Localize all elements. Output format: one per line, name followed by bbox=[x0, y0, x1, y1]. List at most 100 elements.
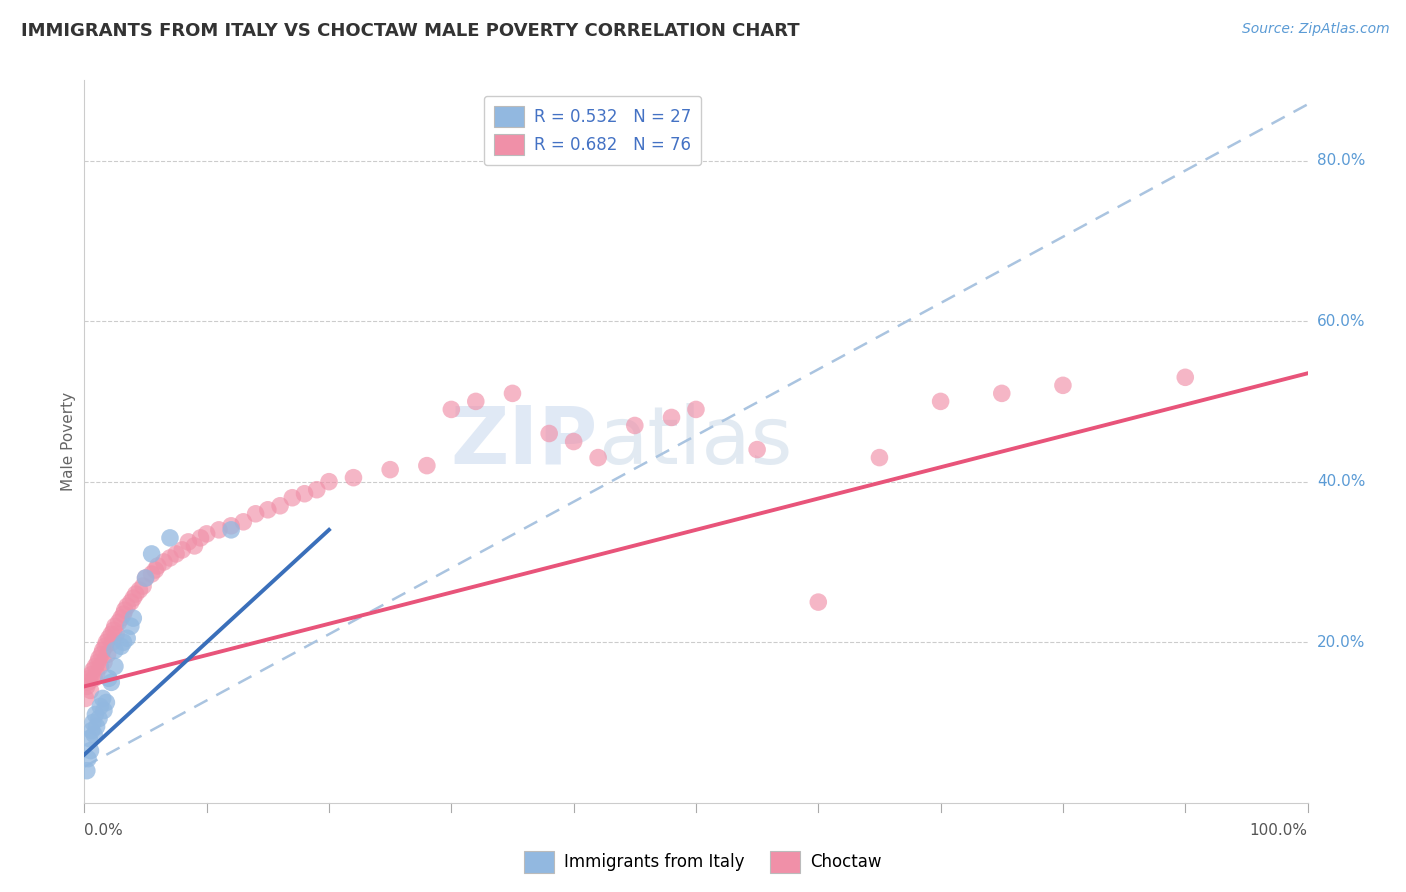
Point bbox=[80, 723, 103, 738]
Point bbox=[77, 671, 100, 685]
Point bbox=[122, 611, 145, 625]
Point bbox=[342, 470, 364, 484]
Point bbox=[104, 659, 127, 673]
Point bbox=[77, 731, 100, 746]
Point bbox=[94, 639, 117, 653]
Point bbox=[141, 547, 163, 561]
Point bbox=[96, 696, 118, 710]
Point bbox=[991, 386, 1014, 401]
Point bbox=[208, 523, 231, 537]
Point bbox=[807, 595, 830, 609]
Point bbox=[89, 659, 111, 673]
Point bbox=[219, 518, 242, 533]
Text: 60.0%: 60.0% bbox=[1317, 314, 1365, 328]
Point bbox=[141, 567, 163, 582]
Point bbox=[91, 691, 114, 706]
Point bbox=[107, 615, 129, 630]
Point bbox=[86, 667, 108, 681]
Point bbox=[747, 442, 769, 457]
Point bbox=[464, 394, 486, 409]
Point bbox=[90, 648, 112, 662]
Point bbox=[120, 619, 142, 633]
Point bbox=[869, 450, 891, 465]
Point bbox=[87, 651, 110, 665]
Point bbox=[115, 632, 138, 646]
Text: ZIP: ZIP bbox=[451, 402, 598, 481]
Text: Source: ZipAtlas.com: Source: ZipAtlas.com bbox=[1241, 22, 1389, 37]
Point bbox=[146, 558, 169, 574]
Point bbox=[245, 507, 267, 521]
Point bbox=[143, 563, 166, 577]
Point bbox=[76, 680, 98, 694]
Point bbox=[83, 728, 105, 742]
Point bbox=[75, 691, 97, 706]
Point bbox=[281, 491, 304, 505]
Point bbox=[79, 683, 101, 698]
Point bbox=[100, 627, 122, 641]
Point bbox=[82, 664, 104, 678]
Point bbox=[77, 751, 100, 765]
Point bbox=[128, 583, 150, 598]
Point bbox=[132, 579, 155, 593]
Point bbox=[416, 458, 439, 473]
Point bbox=[380, 462, 402, 476]
Text: 20.0%: 20.0% bbox=[1317, 635, 1365, 649]
Point bbox=[82, 715, 104, 730]
Point bbox=[165, 547, 187, 561]
Point bbox=[929, 394, 952, 409]
Point bbox=[135, 571, 157, 585]
Point bbox=[110, 639, 132, 653]
Text: 100.0%: 100.0% bbox=[1250, 823, 1308, 838]
Point bbox=[77, 675, 100, 690]
Point bbox=[135, 571, 157, 585]
Point bbox=[97, 632, 120, 646]
Point bbox=[624, 418, 647, 433]
Point bbox=[685, 402, 707, 417]
Point bbox=[93, 703, 115, 717]
Point bbox=[269, 499, 291, 513]
Point bbox=[232, 515, 254, 529]
Point bbox=[195, 526, 218, 541]
Point bbox=[502, 386, 524, 401]
Point bbox=[97, 648, 120, 662]
Point bbox=[76, 764, 98, 778]
Point bbox=[1174, 370, 1197, 384]
Point bbox=[1052, 378, 1074, 392]
Point bbox=[159, 550, 181, 566]
Text: 80.0%: 80.0% bbox=[1317, 153, 1365, 168]
Point bbox=[172, 542, 194, 557]
Point bbox=[93, 655, 115, 669]
Point bbox=[89, 699, 111, 714]
Point bbox=[538, 426, 561, 441]
Point bbox=[159, 531, 181, 545]
Point bbox=[100, 675, 122, 690]
Point bbox=[80, 667, 103, 681]
Point bbox=[114, 603, 136, 617]
Point bbox=[103, 623, 125, 637]
Point bbox=[84, 659, 107, 673]
Point bbox=[305, 483, 328, 497]
Point bbox=[96, 635, 118, 649]
Text: IMMIGRANTS FROM ITALY VS CHOCTAW MALE POVERTY CORRELATION CHART: IMMIGRANTS FROM ITALY VS CHOCTAW MALE PO… bbox=[21, 22, 800, 40]
Point bbox=[105, 627, 128, 641]
Text: 0.0%: 0.0% bbox=[84, 823, 124, 838]
Point bbox=[112, 635, 135, 649]
Point bbox=[153, 555, 176, 569]
Point bbox=[586, 450, 609, 465]
Point bbox=[257, 502, 280, 516]
Point bbox=[120, 595, 142, 609]
Point bbox=[219, 523, 242, 537]
Point bbox=[79, 744, 101, 758]
Legend: R = 0.532   N = 27, R = 0.682   N = 76: R = 0.532 N = 27, R = 0.682 N = 76 bbox=[484, 95, 702, 165]
Point bbox=[190, 531, 212, 545]
Point bbox=[318, 475, 340, 489]
Point bbox=[562, 434, 585, 449]
Point bbox=[84, 707, 107, 722]
Point bbox=[87, 655, 110, 669]
Point bbox=[661, 410, 683, 425]
Point bbox=[104, 643, 127, 657]
Point bbox=[101, 635, 124, 649]
Text: atlas: atlas bbox=[598, 402, 793, 481]
Point bbox=[110, 611, 132, 625]
Point bbox=[115, 599, 138, 614]
